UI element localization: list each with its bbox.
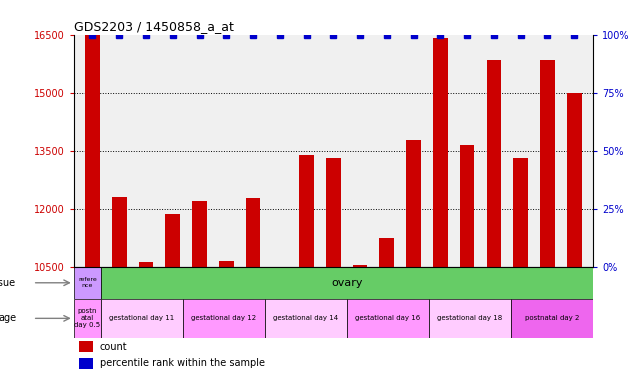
Text: gestational day 11: gestational day 11 <box>110 315 174 321</box>
Bar <box>165 214 180 266</box>
Bar <box>353 265 367 266</box>
Bar <box>540 60 555 266</box>
Text: gestational day 16: gestational day 16 <box>355 315 420 321</box>
Bar <box>74 266 101 299</box>
Text: age: age <box>0 313 16 323</box>
Bar <box>429 299 511 338</box>
Bar <box>379 238 394 266</box>
Bar <box>460 145 474 266</box>
Bar <box>513 158 528 266</box>
Bar <box>567 93 581 266</box>
Text: gestational day 18: gestational day 18 <box>437 315 503 321</box>
Text: tissue: tissue <box>0 278 16 288</box>
Bar <box>79 358 94 369</box>
Text: gestational day 14: gestational day 14 <box>274 315 338 321</box>
Bar <box>138 262 153 266</box>
Text: refere
nce: refere nce <box>78 277 97 288</box>
Text: GDS2203 / 1450858_a_at: GDS2203 / 1450858_a_at <box>74 20 233 33</box>
Bar <box>433 38 447 266</box>
Bar <box>192 201 207 266</box>
Text: percentile rank within the sample: percentile rank within the sample <box>100 358 265 368</box>
Text: postnatal day 2: postnatal day 2 <box>525 315 579 321</box>
Bar <box>406 140 421 266</box>
Bar <box>246 198 260 266</box>
Text: gestational day 12: gestational day 12 <box>192 315 256 321</box>
Bar <box>219 261 233 266</box>
Text: count: count <box>100 342 128 352</box>
Bar <box>74 299 101 338</box>
Bar <box>85 35 100 266</box>
Text: postn
atal
day 0.5: postn atal day 0.5 <box>74 308 101 328</box>
Bar <box>511 299 593 338</box>
Bar <box>299 155 314 266</box>
Bar <box>79 341 94 352</box>
Bar <box>112 197 126 266</box>
Text: ovary: ovary <box>331 278 363 288</box>
Bar <box>326 158 340 266</box>
Bar <box>487 60 501 266</box>
Bar <box>101 299 183 338</box>
Bar <box>183 299 265 338</box>
Bar <box>265 299 347 338</box>
Bar <box>347 299 429 338</box>
